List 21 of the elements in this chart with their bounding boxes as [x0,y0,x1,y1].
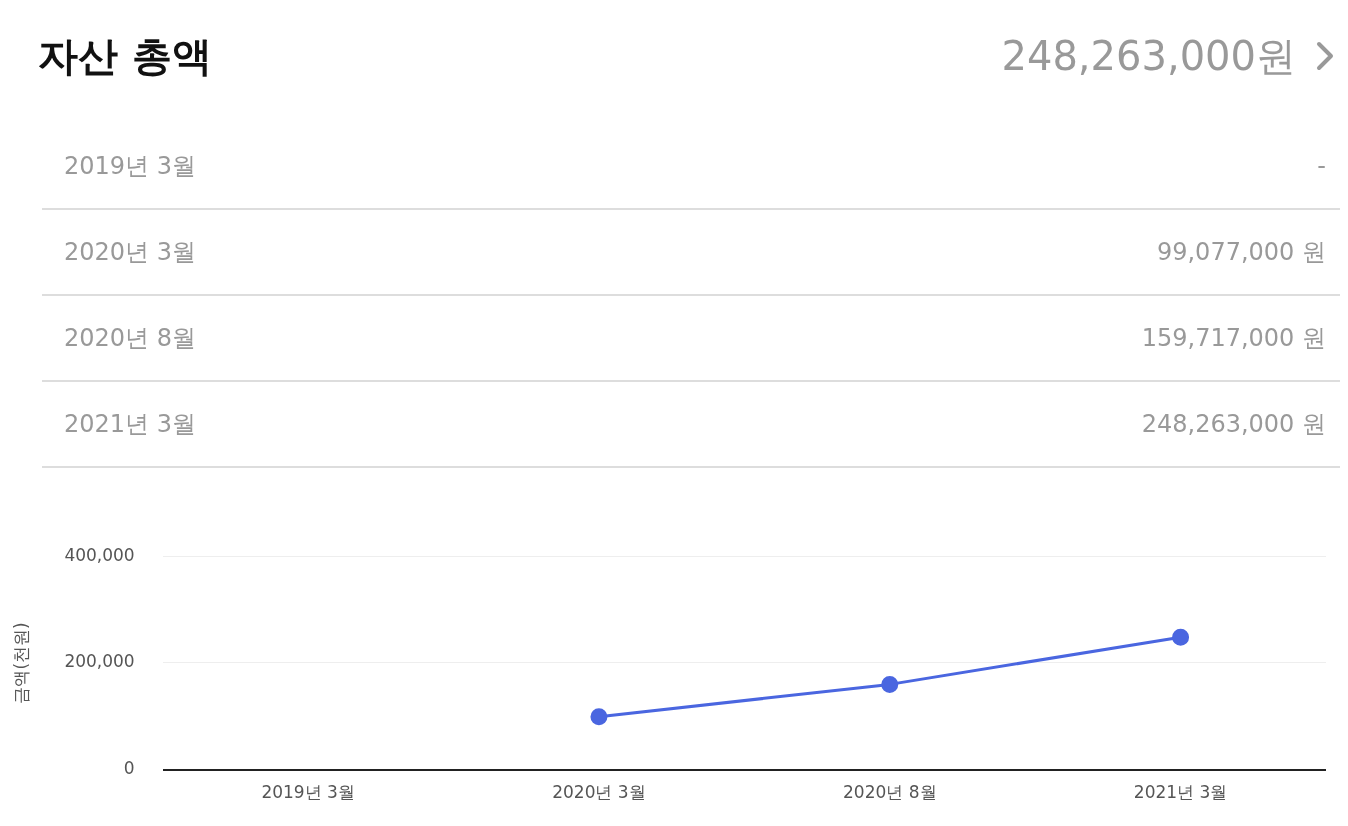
y-tick-label: 200,000 [64,651,135,672]
x-tick-label: 2020년 3월 [552,782,646,803]
point [881,675,899,693]
category-label: 2020년 3월 [64,237,196,268]
category-label: 2021년 3월 [64,409,196,440]
data-label: - [1317,152,1326,180]
y-tick-label: 0 [123,758,135,779]
y-tick-label: 400,000 [64,544,135,565]
point [1172,628,1190,646]
x-tick-label: 2020년 8월 [843,782,937,803]
data-label: 99,077,000 원 [1156,237,1326,268]
category-label: 2020년 8월 [64,323,196,354]
text: 자산 총액 [38,31,212,81]
point [590,708,608,726]
x-tick-label: 2019년 3월 [261,782,355,803]
data-label: 248,263,000 원 [1141,409,1326,440]
data-label: 159,717,000 원 [1141,323,1326,354]
category-label: 2019년 3월 [64,151,196,182]
text: 248,263,000원 [1001,31,1296,81]
y-axis-title: 금액(천원) [10,622,31,704]
x-tick-label: 2021년 3월 [1133,782,1228,803]
